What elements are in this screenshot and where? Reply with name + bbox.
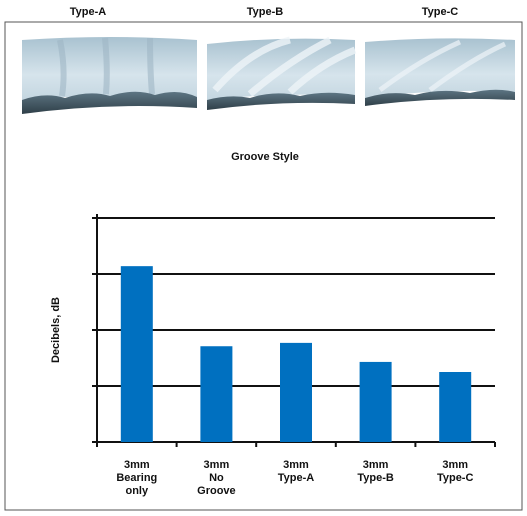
x-tick-label: Bearing — [116, 472, 157, 484]
type-label: Type-B — [247, 6, 284, 18]
type-label: Type-C — [422, 6, 459, 18]
bar — [280, 342, 312, 442]
x-tick-label: Type-A — [278, 472, 315, 484]
type-label: Type-A — [70, 6, 107, 18]
caption: Groove Style — [231, 151, 299, 163]
x-tick-label: 3mm — [124, 459, 150, 471]
x-tick-label: 3mm — [204, 459, 230, 471]
groove-image-c — [365, 38, 515, 106]
x-tick-label: 3mm — [363, 459, 389, 471]
groove-image-b — [207, 36, 357, 110]
x-tick-label: Type-C — [437, 472, 474, 484]
x-tick-label: No — [209, 472, 224, 484]
x-tick-label: only — [125, 485, 148, 497]
bar — [359, 361, 392, 442]
y-axis-label: Decibels, dB — [50, 297, 62, 363]
x-tick-label: Groove — [197, 485, 236, 497]
x-tick-label: Type-B — [357, 472, 394, 484]
x-tick-label: 3mm — [283, 459, 309, 471]
frame — [4, 21, 523, 511]
bar — [439, 372, 472, 442]
groove-image-a — [22, 37, 197, 114]
x-tick-label: 3mm — [442, 459, 468, 471]
bar — [200, 346, 233, 442]
bar — [120, 266, 153, 442]
